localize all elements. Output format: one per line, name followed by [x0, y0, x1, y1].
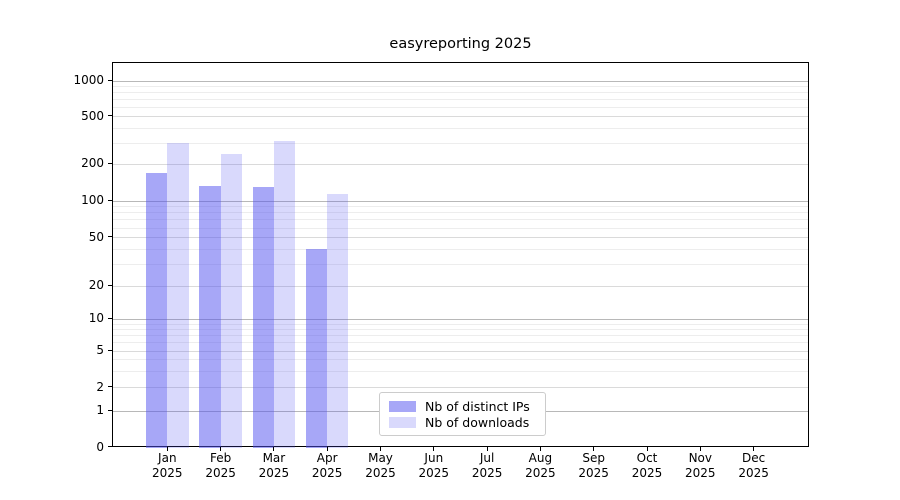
- x-tick-mark-oct: [646, 447, 648, 451]
- bar-jan-distinct-ips: [146, 172, 168, 448]
- x-tick-mark-nov: [699, 447, 701, 451]
- legend-swatch-distinct-ips: [389, 400, 416, 412]
- x-tick-label-mar: Mar 2025: [258, 451, 290, 480]
- y-tick-label-1: 1: [96, 403, 104, 417]
- bar-feb-distinct-ips: [199, 185, 221, 448]
- y-tick-mark-1000: [108, 79, 112, 81]
- legend-label-downloads: Nb of downloads: [425, 414, 530, 430]
- x-tick-mark-sep: [593, 447, 595, 451]
- x-tick-label-dec: Dec 2025: [738, 451, 769, 480]
- y-tick-mark-2: [108, 386, 112, 388]
- gridline-y-2: [113, 387, 808, 389]
- x-tick-mark-feb: [220, 447, 222, 451]
- gridline-y-7: [113, 335, 808, 337]
- legend-item-downloads: Nb of downloads: [389, 414, 536, 430]
- x-tick-mark-jan: [166, 447, 168, 451]
- gridline-y-300: [113, 142, 808, 144]
- y-tick-label-20: 20: [88, 278, 104, 292]
- bar-apr-distinct-ips: [305, 249, 328, 448]
- gridline-y-6: [113, 342, 808, 344]
- gridline-y-10: [113, 318, 808, 320]
- x-tick-label-feb: Feb 2025: [205, 451, 236, 480]
- y-tick-label-5: 5: [96, 343, 104, 357]
- gridline-y-400: [113, 127, 808, 129]
- gridline-y-3: [113, 370, 808, 372]
- gridline-y-70: [113, 219, 808, 221]
- y-tick-label-10: 10: [88, 311, 104, 326]
- bar-mar-downloads: [273, 141, 296, 448]
- x-tick-mark-jun: [433, 447, 435, 451]
- y-tick-mark-50: [108, 236, 112, 238]
- plot-area: [112, 62, 809, 448]
- gridline-y-90: [113, 206, 808, 208]
- gridline-y-50: [113, 237, 808, 239]
- y-tick-mark-20: [108, 284, 112, 286]
- x-tick-label-nov: Nov 2025: [685, 451, 716, 480]
- gridline-y-800: [113, 91, 808, 93]
- x-tick-label-apr: Apr 2025: [311, 451, 343, 480]
- y-tick-label-200: 200: [81, 156, 104, 171]
- y-tick-mark-10: [108, 317, 112, 319]
- y-tick-label-2: 2: [96, 379, 104, 394]
- gridline-y-1000: [113, 80, 808, 82]
- x-tick-label-may: May 2025: [365, 451, 396, 480]
- bar-apr-downloads: [327, 193, 349, 448]
- gridline-y-40: [113, 248, 808, 250]
- chart-title: easyreporting 2025: [389, 36, 532, 52]
- y-tick-mark-1: [108, 409, 112, 411]
- x-tick-mark-apr: [326, 447, 328, 451]
- y-tick-label-500: 500: [81, 108, 104, 123]
- gridline-y-5: [113, 350, 808, 352]
- x-tick-mark-dec: [753, 447, 755, 451]
- x-tick-mark-may: [380, 447, 381, 451]
- y-tick-label-1000: 1000: [73, 73, 104, 87]
- bar-feb-downloads: [220, 153, 242, 448]
- x-tick-label-jan: Jan 2025: [152, 451, 183, 480]
- legend-label-distinct-ips: Nb of distinct IPs: [425, 398, 530, 414]
- y-tick-label-50: 50: [88, 229, 104, 244]
- gridline-y-4: [113, 359, 808, 361]
- x-tick-mark-jul: [486, 447, 488, 451]
- x-tick-label-sep: Sep 2025: [578, 451, 609, 480]
- gridline-y-100: [113, 200, 808, 202]
- x-tick-mark-aug: [539, 447, 541, 451]
- bar-jan-downloads: [167, 143, 189, 448]
- gridline-y-600: [113, 106, 808, 108]
- gridline-y-20: [113, 285, 808, 287]
- gridline-y-200: [113, 163, 808, 165]
- gridline-y-80: [113, 212, 808, 214]
- y-tick-mark-100: [108, 199, 112, 201]
- gridline-y-30: [113, 264, 808, 266]
- legend-item-distinct-ips: Nb of distinct IPs: [389, 398, 536, 414]
- x-tick-mark-mar: [273, 447, 275, 451]
- gridline-y-700: [113, 98, 808, 100]
- gridline-y-60: [113, 227, 808, 229]
- gridline-y-9: [113, 323, 808, 325]
- y-tick-mark-5: [108, 349, 112, 351]
- y-tick-mark-500: [108, 115, 112, 117]
- y-tick-label-0: 0: [96, 439, 104, 454]
- gridline-y-900: [113, 85, 808, 87]
- gridline-y-8: [113, 329, 808, 330]
- gridline-y-500: [113, 116, 808, 118]
- y-tick-mark-200: [108, 162, 112, 164]
- x-tick-label-oct: Oct 2025: [631, 451, 663, 480]
- legend: Nb of distinct IPs Nb of downloads: [379, 392, 546, 436]
- x-tick-label-jun: Jun 2025: [418, 451, 450, 480]
- y-tick-mark-0: [108, 446, 112, 448]
- bar-mar-distinct-ips: [252, 186, 274, 448]
- y-tick-label-100: 100: [81, 193, 104, 207]
- legend-swatch-downloads: [389, 416, 416, 428]
- x-tick-label-jul: Jul 2025: [471, 451, 503, 480]
- x-tick-label-aug: Aug 2025: [525, 451, 556, 480]
